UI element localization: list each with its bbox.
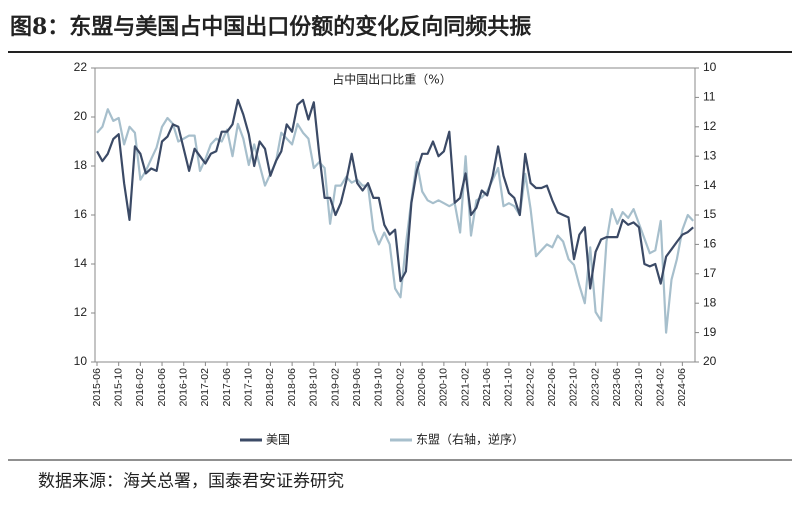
- y2-tick-label: 18: [703, 295, 717, 309]
- y-tick-label: 14: [74, 256, 88, 270]
- x-tick-label: 2019-02: [329, 368, 341, 407]
- y2-tick-label: 12: [703, 119, 717, 133]
- y-tick-label: 10: [74, 354, 88, 368]
- x-tick-label: 2021-10: [503, 368, 515, 407]
- chart-title: 图8：东盟与美国占中国出口份额的变化反向同频共振: [10, 14, 531, 40]
- x-tick-label: 2017-06: [221, 368, 233, 407]
- x-tick-label: 2018-10: [308, 368, 320, 407]
- series-line: [96, 98, 694, 290]
- series-line: [96, 108, 695, 334]
- y2-tick-label: 10: [703, 60, 717, 74]
- x-tick-label: 2015-10: [112, 368, 124, 407]
- x-tick-label: 2020-10: [438, 368, 450, 407]
- x-tick-label: 2022-10: [568, 368, 580, 407]
- x-tick-label: 2023-10: [633, 368, 645, 407]
- x-tick-label: 2020-02: [394, 368, 406, 407]
- y-tick-label: 18: [74, 158, 88, 172]
- legend-label: 东盟（右轴，逆序）: [416, 432, 524, 447]
- x-tick-label: 2022-02: [524, 368, 536, 407]
- y-tick-label: 22: [74, 60, 88, 74]
- y-tick-label: 20: [74, 109, 88, 123]
- y2-tick-label: 14: [703, 178, 717, 192]
- x-tick-label: 2023-06: [611, 368, 623, 407]
- source: 数据来源：海关总署，国泰君安证券研究: [38, 472, 344, 492]
- y-tick-label: 12: [74, 305, 88, 319]
- x-tick-label: 2024-06: [676, 368, 688, 407]
- x-tick-label: 2021-02: [459, 368, 471, 407]
- x-tick-label: 2019-10: [373, 368, 385, 407]
- y2-tick-label: 15: [703, 207, 717, 221]
- y2-tick-label: 19: [703, 325, 717, 339]
- x-tick-label: 2016-10: [178, 368, 190, 407]
- y2-tick-label: 13: [703, 148, 717, 162]
- x-tick-label: 2017-10: [243, 368, 255, 407]
- y2-tick-label: 17: [703, 266, 717, 280]
- y2-tick-label: 20: [703, 354, 717, 368]
- y2-tick-label: 16: [703, 237, 717, 251]
- x-tick-label: 2023-02: [589, 368, 601, 407]
- y-tick-label: 16: [74, 207, 88, 221]
- legend-label: 美国: [266, 433, 290, 447]
- annotation: 占中国出口比重（%）: [332, 72, 451, 87]
- x-tick-label: 2015-06: [91, 368, 103, 407]
- x-tick-label: 2018-02: [264, 368, 276, 407]
- x-tick-label: 2016-02: [134, 368, 146, 407]
- x-tick-label: 2022-06: [546, 368, 558, 407]
- x-tick-label: 2019-06: [351, 368, 363, 407]
- x-tick-label: 2016-06: [156, 368, 168, 407]
- x-tick-label: 2021-06: [481, 368, 493, 407]
- x-tick-label: 2020-06: [416, 368, 428, 407]
- x-tick-label: 2018-06: [286, 368, 298, 407]
- y2-tick-label: 11: [703, 90, 716, 104]
- plot-frame: [94, 67, 696, 363]
- x-tick-label: 2024-02: [654, 368, 666, 407]
- x-tick-label: 2017-02: [199, 368, 211, 407]
